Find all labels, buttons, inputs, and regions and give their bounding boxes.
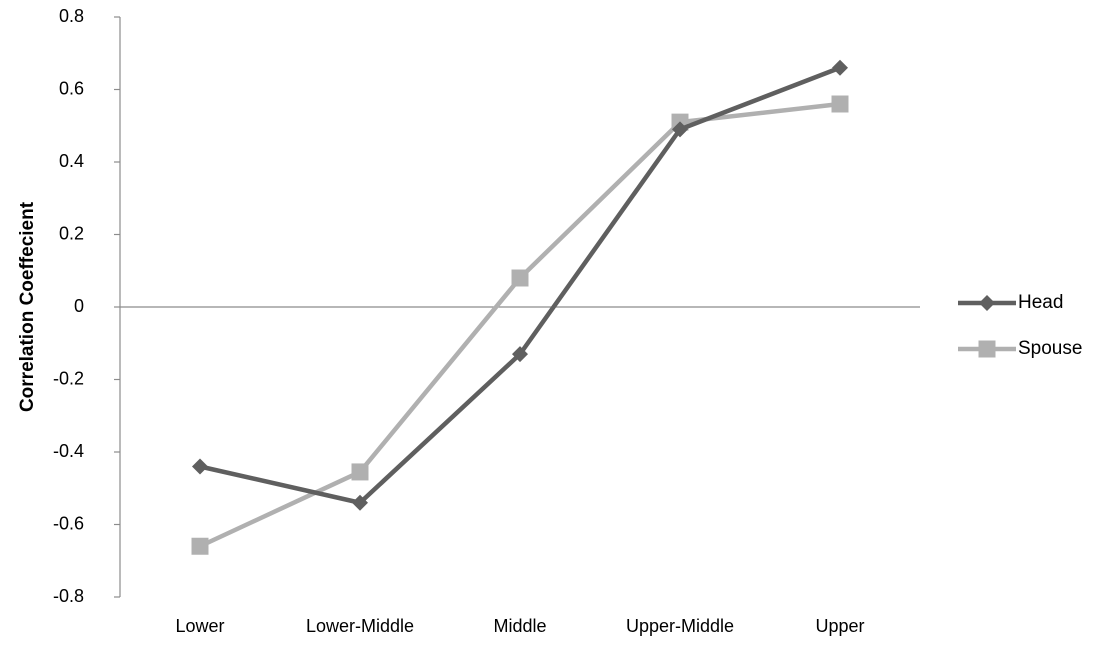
data-point	[191, 537, 209, 555]
y-tick-label: 0.6	[59, 78, 84, 98]
x-tick-label: Upper	[815, 616, 864, 636]
legend-label: Spouse	[1018, 338, 1082, 359]
data-point	[832, 59, 848, 76]
data-point	[192, 458, 208, 475]
legend-marker	[979, 295, 995, 311]
data-point	[511, 269, 529, 287]
y-axis-title: Correlation Coeffecient	[17, 201, 38, 412]
y-tick-label: 0.8	[59, 6, 84, 26]
y-tick-label: 0	[74, 296, 84, 316]
series-group	[191, 59, 849, 555]
legend-item: Head	[958, 292, 1063, 313]
data-point	[352, 494, 368, 511]
series-spouse	[191, 95, 849, 555]
x-tick-label: Lower	[175, 616, 224, 636]
legend-label: Head	[1018, 292, 1063, 313]
data-point	[831, 95, 849, 113]
legend: Head Spouse	[958, 292, 1082, 359]
y-tick-label: -0.2	[53, 368, 84, 388]
y-tick-label: -0.8	[53, 586, 84, 606]
y-tick-label: -0.4	[53, 441, 84, 461]
x-tick-labels: Lower Lower-Middle Middle Upper-Middle Upper	[175, 616, 864, 636]
y-tick-labels: 0.8 0.6 0.4 0.2 0 -0.2 -0.4 -0.6 -0.8	[53, 6, 84, 606]
data-point	[672, 121, 688, 138]
x-tick-label: Upper-Middle	[626, 616, 734, 636]
x-tick-label: Middle	[493, 616, 546, 636]
series-head	[192, 59, 848, 511]
y-tick-label: 0.2	[59, 223, 84, 243]
x-tick-label: Lower-Middle	[306, 616, 414, 636]
data-point	[512, 346, 528, 363]
axes	[114, 16, 920, 598]
legend-marker	[978, 340, 996, 358]
series-line	[199, 101, 841, 549]
legend-item: Spouse	[958, 338, 1082, 359]
y-tick-label: -0.6	[53, 513, 84, 533]
y-tick-label: 0.4	[59, 151, 84, 171]
data-point	[351, 463, 369, 481]
